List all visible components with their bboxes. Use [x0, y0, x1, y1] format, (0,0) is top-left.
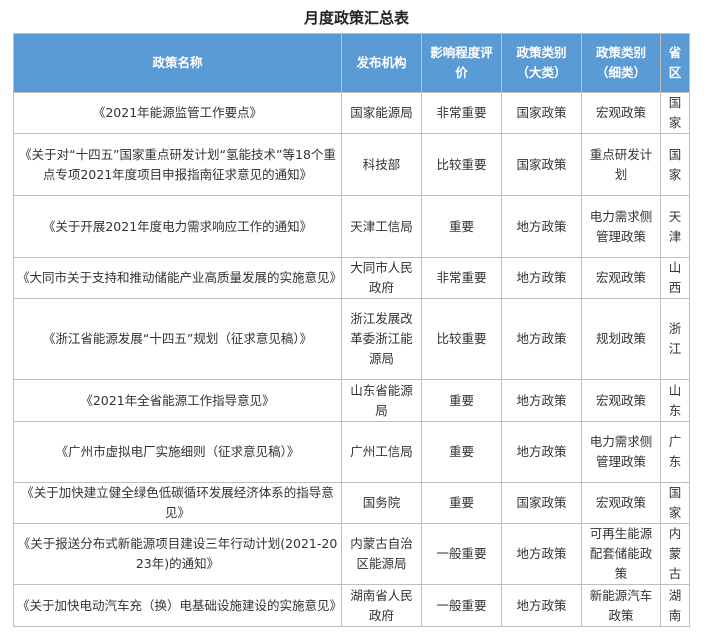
table-cell: 《关于对“十四五”国家重点研发计划“氢能技术”等18个重点专项2021年度项目申…	[13, 133, 342, 196]
table-cell: 新能源汽车政策	[581, 584, 661, 627]
table-row: 《2021年全省能源工作指导意见》 山东省能源局 重要 地方政策 宏观政策 山东	[13, 379, 690, 422]
table-cell: 重点研发计划	[581, 133, 661, 196]
table-row: 《浙江省能源发展“十四五”规划（征求意见稿）》 浙江发展改革委浙江能源局 比较重要地…	[13, 298, 690, 380]
table-cell: 地方政策	[501, 421, 582, 483]
table-cell: 一般重要	[421, 523, 502, 585]
table-cell: 国家能源局	[341, 92, 422, 134]
table-cell: 《关于开展2021年度电力需求响应工作的通知》	[13, 195, 342, 258]
table-cell: 宏观政策	[581, 92, 661, 134]
table-cell: 地方政策	[501, 257, 582, 299]
table-cell: 广州工信局	[341, 421, 422, 483]
table-cell: 非常重要	[421, 257, 502, 299]
column-header: 影响程度评价	[421, 33, 502, 93]
table-cell: 浙江	[660, 298, 690, 380]
table-cell: 《2021年能源监管工作要点》	[13, 92, 342, 134]
table-row: 《大同市关于支持和推动储能产业高质量发展的实施意见》 大同市人民政府 非常重要 地方政…	[13, 257, 690, 299]
table-cell: 国家	[660, 482, 690, 524]
table-cell: 电力需求侧管理政策	[581, 195, 661, 258]
title: 月度政策汇总表	[303, 9, 409, 27]
table-cell: 地方政策	[501, 379, 582, 422]
table-cell: 重要	[421, 195, 502, 258]
column-header: 政策名称	[13, 33, 342, 93]
table-cell: 比较重要	[421, 298, 502, 380]
table-cell: 《大同市关于支持和推动储能产业高质量发展的实施意见》	[13, 257, 342, 299]
table-cell: 规划政策	[581, 298, 661, 380]
table-cell: 国家	[660, 92, 690, 134]
table-cell: 比较重要	[421, 133, 502, 196]
table-cell: 湖南省人民政府	[341, 584, 422, 627]
table-cell: 国家	[660, 133, 690, 196]
table-cell: 一般重要	[421, 584, 502, 627]
table-cell: 宏观政策	[581, 257, 661, 299]
policy-table: 政策名称 发布机构 影响程度评价 政策类别（大类） 政策类别（细类） 省区 《2021年能…	[13, 33, 690, 627]
table-cell: 《关于加快电动汽车充（换）电基础设施建设的实施意见》	[13, 584, 342, 627]
table-cell: 重要	[421, 482, 502, 524]
table-row: 《关于开展2021年度电力需求响应工作的通知》 天津工信局 重要 地方政策 电力需求侧管…	[13, 195, 690, 258]
table-cell: 《关于加快建立健全绿色低碳循环发展经济体系的指导意见》	[13, 482, 342, 524]
table-row: 《关于报送分布式新能源项目建设三年行动计划(2021-2023年)的通知》 内蒙古…	[13, 523, 690, 585]
table-cell: 重要	[421, 379, 502, 422]
column-header: 政策类别（大类）	[501, 33, 582, 93]
table-cell: 天津工信局	[341, 195, 422, 258]
table-cell: 内蒙古	[660, 523, 690, 585]
table-cell: 大同市人民政府	[341, 257, 422, 299]
table-cell: 国家政策	[501, 92, 582, 134]
table-row: 《关于加快建立健全绿色低碳循环发展经济体系的指导意见》 国务院 重要 国家政策 宏观政策…	[13, 482, 690, 524]
table-cell: 科技部	[341, 133, 422, 196]
column-header: 省区	[660, 33, 690, 93]
table-cell: 电力需求侧管理政策	[581, 421, 661, 483]
table-cell: 《广州市虚拟电厂实施细则（征求意见稿）》	[13, 421, 342, 483]
table-cell: 山东省能源局	[341, 379, 422, 422]
table-row: 《关于加快电动汽车充（换）电基础设施建设的实施意见》 湖南省人民政府 一般重要 地方政…	[13, 584, 690, 627]
table-cell: 国家政策	[501, 482, 582, 524]
table-row: 《广州市虚拟电厂实施细则（征求意见稿）》 广州工信局 重要 地方政策 电力需求侧管理政策…	[13, 421, 690, 483]
table-cell: 山东	[660, 379, 690, 422]
table-cell: 地方政策	[501, 195, 582, 258]
table-cell: 湖南	[660, 584, 690, 627]
table-cell: 地方政策	[501, 523, 582, 585]
table-cell: 地方政策	[501, 298, 582, 380]
table-cell: 地方政策	[501, 584, 582, 627]
table-row: 《关于对“十四五”国家重点研发计划“氢能技术”等18个重点专项2021年度项目申…	[13, 133, 690, 196]
table-cell: 宏观政策	[581, 482, 661, 524]
table-cell: 国家政策	[501, 133, 582, 196]
header-row: 政策名称 发布机构 影响程度评价 政策类别（大类） 政策类别（细类） 省区	[13, 33, 690, 93]
table-cell: 可再生能源配套储能政策	[581, 523, 661, 585]
column-header: 政策类别（细类）	[581, 33, 661, 93]
table-cell: 重要	[421, 421, 502, 483]
table-cell: 山西	[660, 257, 690, 299]
table-cell: 广东	[660, 421, 690, 483]
table-cell: 国务院	[341, 482, 422, 524]
table-cell: 非常重要	[421, 92, 502, 134]
table-body: 《2021年能源监管工作要点》 国家能源局 非常重要 国家政策 宏观政策 国家 《关于对“十…	[13, 92, 690, 627]
table-cell: 《关于报送分布式新能源项目建设三年行动计划(2021-2023年)的通知》	[13, 523, 342, 585]
table-cell: 宏观政策	[581, 379, 661, 422]
table-cell: 《2021年全省能源工作指导意见》	[13, 379, 342, 422]
table-cell: 天津	[660, 195, 690, 258]
table-cell: 《浙江省能源发展“十四五”规划（征求意见稿）》	[13, 298, 342, 380]
table-row: 《2021年能源监管工作要点》 国家能源局 非常重要 国家政策 宏观政策 国家	[13, 92, 690, 134]
column-header: 发布机构	[341, 33, 422, 93]
table-cell: 内蒙古自治区能源局	[341, 523, 422, 585]
table-cell: 浙江发展改革委浙江能源局	[341, 298, 422, 380]
